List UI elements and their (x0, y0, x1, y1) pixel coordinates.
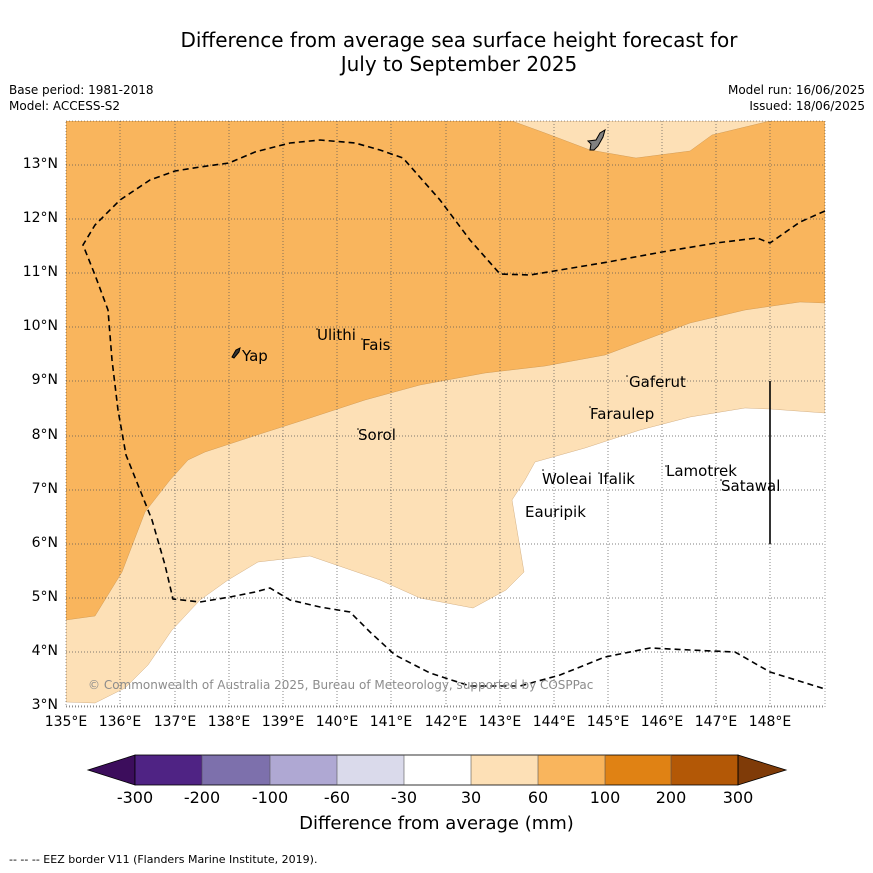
lon-tick-135: 135°E (44, 714, 88, 730)
lon-tick-145: 145°E (586, 714, 630, 730)
place-label-satawal: Satawal (721, 477, 781, 495)
colorbar-swatch (135, 755, 202, 785)
woleai-marker (542, 469, 544, 471)
lon-tick-138: 138°E (207, 714, 251, 730)
faraulep-marker (589, 406, 591, 408)
graticule (66, 121, 825, 707)
eez-footnote: -- -- -- EEZ border V11 (Flanders Marine… (9, 853, 318, 866)
place-label-yap: Yap (242, 347, 268, 365)
lat-tick-8: 8°N (31, 427, 58, 443)
guam-island-shape (586, 128, 606, 151)
place-label-lamotrek: Lamotrek (666, 462, 737, 480)
colorbar-dividers (201, 755, 672, 785)
lat-tick-6: 6°N (31, 535, 58, 551)
lat-tick-3: 3°N (31, 697, 58, 713)
colorbar-label: -100 (251, 788, 289, 807)
colorbar-label: -200 (183, 788, 221, 807)
colorbar-swatch (538, 755, 605, 785)
colorbar-extend-low (86, 754, 136, 786)
map-frame (65, 120, 826, 708)
lat-tick-12: 12°N (22, 210, 58, 226)
colorbar-extend-high (737, 754, 788, 786)
yap-island-shape (231, 347, 241, 359)
lon-tick-142: 142°E (424, 714, 468, 730)
metadata-left: Base period: 1981-2018 Model: ACCESS-S2 (9, 82, 154, 114)
lat-tick-10: 10°N (22, 318, 58, 334)
lon-tick-139: 139°E (261, 714, 305, 730)
colorbar-frame (134, 754, 739, 786)
place-label-eauripik: Eauripik (525, 503, 586, 521)
lat-tick-7: 7°N (31, 481, 58, 497)
ulithi-marker (316, 328, 318, 330)
lat-tick-5: 5°N (31, 589, 58, 605)
anomaly-region-60-100 (66, 121, 825, 621)
place-label-woleai: Woleai (542, 470, 592, 488)
colorbar-label: 200 (655, 788, 687, 807)
colorbar-label: 60 (527, 788, 549, 807)
sorol-marker (357, 428, 359, 430)
place-label-fais: Fais (362, 336, 391, 354)
metadata-right: Model run: 16/06/2025 Issued: 18/06/2025 (728, 82, 865, 114)
lon-tick-136: 136°E (98, 714, 142, 730)
colorbar-label: 300 (722, 788, 754, 807)
ifalik-marker (598, 472, 600, 474)
lon-tick-140: 140°E (315, 714, 359, 730)
lon-tick-141: 141°E (369, 714, 413, 730)
title-line-1: Difference from average sea surface heig… (180, 28, 738, 52)
lat-tick-4: 4°N (31, 643, 58, 659)
colorbar (86, 754, 788, 786)
colorbar-label: 100 (589, 788, 621, 807)
place-label-faraulep: Faraulep (590, 405, 655, 423)
fais-marker (361, 338, 363, 340)
title-line-2: July to September 2025 (340, 52, 578, 76)
lon-tick-143: 143°E (478, 714, 522, 730)
lat-tick-11: 11°N (22, 264, 58, 280)
place-label-ulithi: Ulithi (317, 326, 356, 344)
chart-title: Difference from average sea surface heig… (0, 28, 873, 76)
colorbar-swatch (270, 755, 337, 785)
colorbar-swatch (471, 755, 538, 785)
colorbar-swatch (337, 755, 404, 785)
colorbar-swatch (404, 755, 471, 785)
colorbar-swatch (605, 755, 671, 785)
lon-tick-146: 146°E (640, 714, 684, 730)
satawal-marker (720, 479, 722, 481)
colorbar-label: -30 (390, 788, 418, 807)
model-run: Model run: 16/06/2025 (727, 83, 865, 97)
place-label-gaferut: Gaferut (629, 373, 686, 391)
colorbar-title: Difference from average (mm) (299, 813, 574, 834)
colorbar-swatch (202, 755, 270, 785)
lamotrek-marker (665, 465, 667, 467)
place-label-sorol: Sorol (358, 426, 396, 444)
lat-tick-9: 9°N (31, 372, 58, 388)
lon-tick-144: 144°E (532, 714, 576, 730)
map-area (66, 121, 825, 707)
lat-tick-13: 13°N (22, 156, 58, 172)
lon-tick-137: 137°E (153, 714, 197, 730)
lon-tick-147: 147°E (694, 714, 738, 730)
eez-border (82, 139, 825, 690)
colorbar-label: -300 (116, 788, 154, 807)
gaferut-marker (626, 375, 628, 377)
colorbar-label: -60 (323, 788, 351, 807)
colorbar-label: 30 (460, 788, 482, 807)
model-name: Model: ACCESS-S2 (9, 99, 121, 113)
lon-tick-148: 148°E (748, 714, 792, 730)
base-period: Base period: 1981-2018 (9, 83, 154, 97)
copyright-notice: © Commonwealth of Australia 2025, Bureau… (88, 678, 594, 692)
colorbar-swatch (671, 755, 738, 785)
issued-date: Issued: 18/06/2025 (749, 99, 865, 113)
place-label-ifalik: Ifalik (599, 470, 635, 488)
